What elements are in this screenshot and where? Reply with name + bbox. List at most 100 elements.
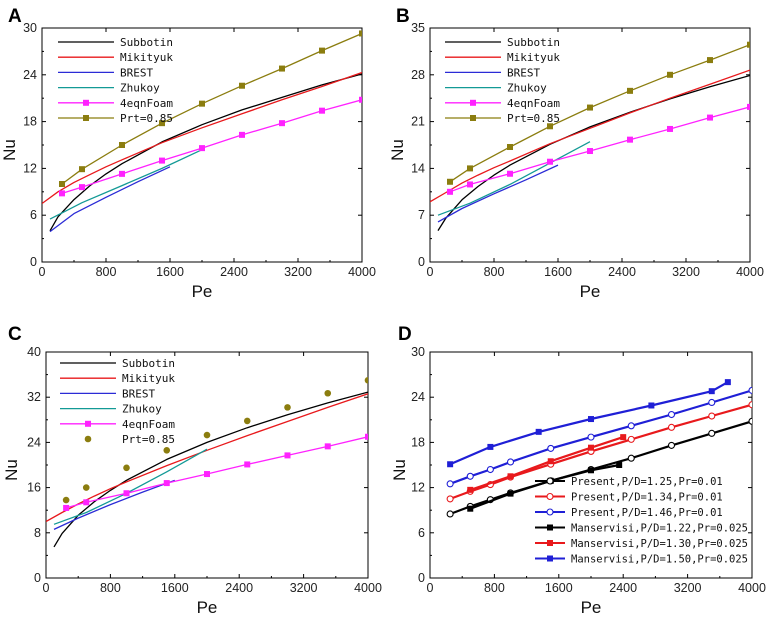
x-axis-label: Pe	[192, 282, 213, 301]
x-tick-label: 1600	[156, 265, 184, 279]
series-line	[437, 141, 591, 216]
y-tick-label: 18	[411, 435, 425, 449]
series-brest	[49, 166, 171, 233]
data-point	[83, 499, 90, 506]
data-point	[62, 496, 70, 504]
legend-label: Prt=0.85	[122, 433, 175, 446]
y-tick-label: 12	[23, 161, 37, 175]
series-zhukoy	[437, 141, 591, 216]
data-point	[707, 114, 713, 121]
x-tick-label: 800	[484, 265, 505, 279]
legend-item: Prt=0.85	[58, 112, 173, 125]
data-point	[506, 458, 515, 466]
legend-swatch-marker	[547, 540, 553, 546]
data-point	[239, 131, 245, 138]
legend-label: 4eqnFoam	[120, 97, 173, 110]
x-tick-label: 800	[100, 581, 121, 595]
legend-label: BREST	[120, 66, 153, 79]
x-tick-label: 0	[427, 581, 434, 595]
legend-label: 4eqnFoam	[507, 97, 560, 110]
series-line	[53, 391, 368, 548]
data-point	[587, 148, 593, 155]
series-line	[61, 32, 362, 185]
data-point	[447, 188, 453, 195]
x-tick-label: 800	[96, 265, 117, 279]
series-zhukoy	[49, 149, 203, 220]
y-tick-label: 16	[27, 481, 41, 495]
legend-swatch-marker	[546, 508, 554, 516]
series-subbotin	[53, 391, 368, 548]
data-point	[364, 376, 368, 384]
x-tick-label: 800	[484, 581, 505, 595]
legend-swatch-marker	[83, 99, 89, 106]
data-point	[667, 441, 676, 449]
plot-frame	[41, 27, 363, 263]
data-point	[446, 495, 454, 503]
data-point	[627, 435, 635, 443]
data-point	[446, 480, 454, 488]
x-tick-label: 1600	[544, 265, 572, 279]
data-point	[535, 428, 542, 435]
data-point	[708, 398, 716, 407]
panel-a: A 0 800 1600 2400 3200 4000 0 6 12 18 24 30 Pe Nu Subbo…	[0, 6, 376, 301]
series-line	[449, 403, 752, 500]
panel-d: D 0 800 1600 2400 3200 4000 0 6 12 18 24 30 Pe Nu Prese…	[390, 324, 766, 617]
legend-label: Subbotin	[507, 36, 560, 49]
data-point	[587, 104, 593, 111]
data-point	[59, 181, 65, 187]
series-line	[49, 149, 203, 220]
series-line	[437, 164, 559, 223]
y-tick-label: 0	[34, 571, 41, 585]
legend-item: BREST	[445, 66, 540, 79]
data-point	[319, 107, 325, 114]
data-point	[627, 136, 633, 143]
data-point	[79, 166, 85, 173]
y-tick-label: 0	[30, 255, 37, 269]
legend-swatch-marker	[547, 524, 553, 531]
data-point	[667, 423, 676, 431]
legend: Subbotin Mikityuk BREST Zhukoy 4eqnFoam Prt=0…	[58, 36, 173, 125]
y-tick-label: 35	[411, 21, 425, 35]
series-line	[65, 436, 368, 509]
legend-label: Mikityuk	[507, 51, 560, 64]
data-point	[324, 389, 332, 397]
series-brest	[53, 479, 176, 530]
series-line	[53, 448, 208, 525]
data-point	[243, 417, 251, 425]
data-point	[486, 465, 494, 474]
legend-label: Manservisi,P/D=1.50,Pr=0.025	[571, 554, 748, 566]
series-line	[49, 166, 171, 233]
x-axis-label: Pe	[580, 282, 601, 301]
legend-label: Present,P/D=1.25,Pr=0.01	[571, 476, 723, 488]
y-tick-label: 0	[418, 571, 425, 585]
legend-swatch-marker	[85, 420, 91, 427]
x-tick-label: 2400	[609, 581, 637, 595]
data-point	[747, 41, 750, 48]
data-point	[747, 103, 750, 110]
data-point	[123, 464, 130, 472]
data-point	[708, 429, 716, 437]
panel-c: C 0 800 1600 2400 3200 4000 0 8 16 24 32 40 Pe Nu Subbo…	[2, 324, 382, 617]
data-point	[279, 120, 285, 127]
y-tick-label: 12	[411, 481, 425, 495]
data-point	[324, 443, 331, 450]
data-point	[667, 71, 673, 78]
legend-label: Zhukoy	[122, 403, 162, 416]
legend-label: Mikityuk	[122, 372, 175, 385]
y-axis-label: Nu	[0, 139, 19, 161]
legend-label: Prt=0.85	[507, 112, 560, 125]
legend-swatch-marker	[547, 555, 553, 562]
data-point	[199, 145, 205, 152]
legend-item: Zhukoy	[60, 403, 162, 416]
data-point	[547, 444, 555, 452]
y-axis-label: Nu	[390, 459, 409, 481]
legend-item: Mikityuk	[60, 372, 175, 385]
data-point	[284, 452, 291, 459]
series-line	[449, 389, 752, 485]
series-4eqnfoam	[63, 433, 368, 511]
series-prt-0-85	[447, 41, 750, 185]
legend-item: Prt=0.85	[84, 433, 175, 446]
data-point	[239, 82, 245, 89]
data-point	[620, 434, 627, 441]
